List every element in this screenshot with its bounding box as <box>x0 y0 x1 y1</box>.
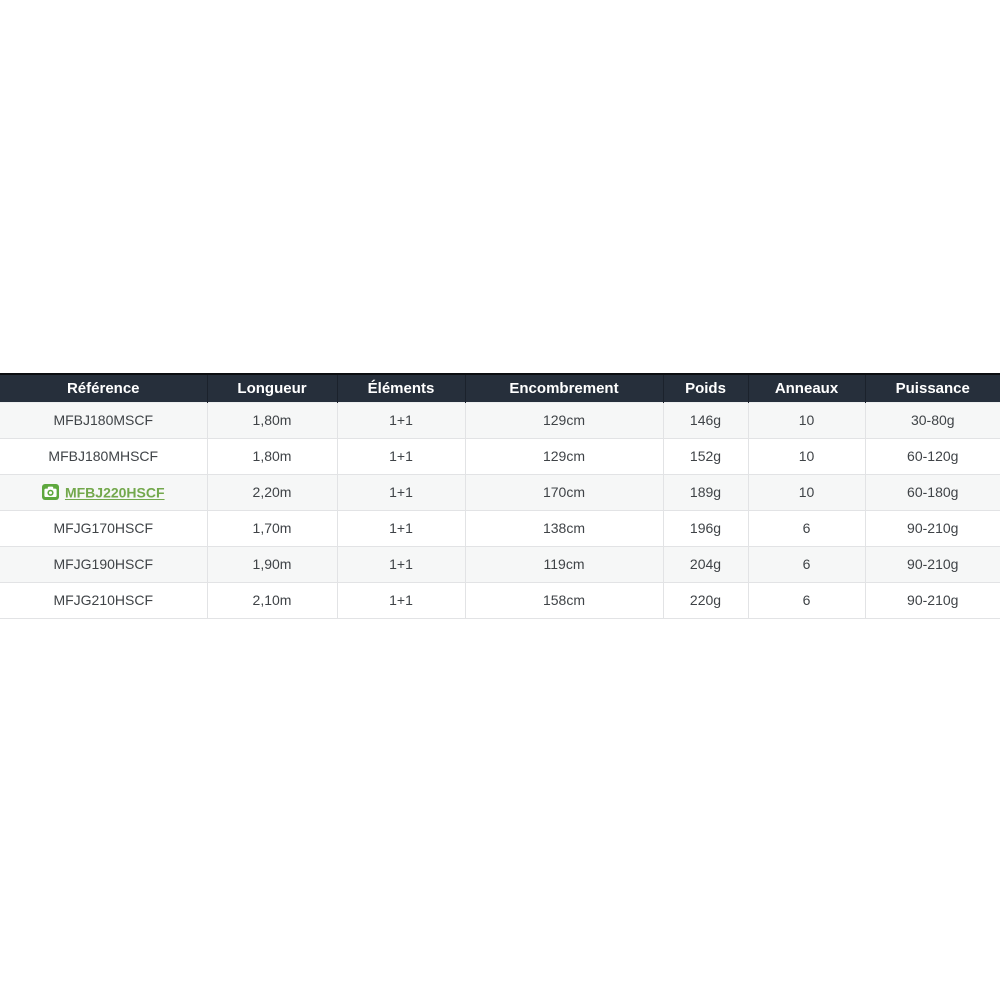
poids-cell: 204g <box>662 546 748 583</box>
puissance-cell: 90-210g <box>864 582 1000 619</box>
puissance-cell: 30-80g <box>864 401 1000 439</box>
column-header-poids: Poids <box>662 374 748 402</box>
table-row-linked: MFBJ220HSCF 2,20m 1+1 170cm 189g 10 60-1… <box>0 474 1000 511</box>
longueur-cell: 1,90m <box>206 546 337 583</box>
poids-cell: 196g <box>662 510 748 547</box>
longueur-cell: 2,10m <box>206 582 337 619</box>
encombrement-cell: 129cm <box>464 401 663 439</box>
longueur-cell: 1,80m <box>206 401 337 439</box>
table-row: MFJG210HSCF 2,10m 1+1 158cm 220g 6 90-21… <box>0 582 1000 619</box>
reference-cell: MFBJ220HSCF <box>0 474 207 511</box>
puissance-cell: 60-180g <box>864 474 1000 511</box>
anneaux-cell: 6 <box>747 582 865 619</box>
puissance-cell: 90-210g <box>864 510 1000 547</box>
anneaux-cell: 10 <box>747 438 865 475</box>
longueur-cell: 1,80m <box>206 438 337 475</box>
column-header-reference: Référence <box>0 374 207 402</box>
anneaux-cell: 10 <box>747 474 865 511</box>
encombrement-cell: 158cm <box>464 582 663 619</box>
anneaux-cell: 6 <box>747 510 865 547</box>
table-row: MFJG170HSCF 1,70m 1+1 138cm 196g 6 90-21… <box>0 510 1000 547</box>
elements-cell: 1+1 <box>336 438 465 475</box>
reference-cell: MFJG210HSCF <box>0 582 207 619</box>
reference-cell: MFJG190HSCF <box>0 546 207 583</box>
camera-icon[interactable] <box>41 483 59 500</box>
elements-cell: 1+1 <box>336 401 465 439</box>
encombrement-cell: 138cm <box>464 510 663 547</box>
table-row: MFBJ180MSCF 1,80m 1+1 129cm 146g 10 30-8… <box>0 401 1000 439</box>
puissance-cell: 90-210g <box>864 546 1000 583</box>
encombrement-cell: 129cm <box>464 438 663 475</box>
reference-cell: MFBJ180MHSCF <box>0 438 207 475</box>
product-reference-link[interactable]: MFBJ220HSCF <box>64 484 165 501</box>
poids-cell: 146g <box>662 401 748 439</box>
table-row: MFJG190HSCF 1,90m 1+1 119cm 204g 6 90-21… <box>0 546 1000 583</box>
column-header-puissance: Puissance <box>864 374 1000 402</box>
column-header-encombrement: Encombrement <box>464 374 663 402</box>
column-header-anneaux: Anneaux <box>747 374 865 402</box>
product-spec-table: Référence Longueur Éléments Encombrement… <box>0 373 1000 619</box>
encombrement-cell: 119cm <box>464 546 663 583</box>
longueur-cell: 1,70m <box>206 510 337 547</box>
reference-cell: MFJG170HSCF <box>0 510 207 547</box>
longueur-cell: 2,20m <box>206 474 337 511</box>
encombrement-cell: 170cm <box>464 474 663 511</box>
anneaux-cell: 10 <box>747 401 865 439</box>
poids-cell: 152g <box>662 438 748 475</box>
table-row: MFBJ180MHSCF 1,80m 1+1 129cm 152g 10 60-… <box>0 438 1000 475</box>
elements-cell: 1+1 <box>336 474 465 511</box>
column-header-longueur: Longueur <box>206 374 337 402</box>
poids-cell: 189g <box>662 474 748 511</box>
anneaux-cell: 6 <box>747 546 865 583</box>
table-header-row: Référence Longueur Éléments Encombrement… <box>0 374 1000 402</box>
elements-cell: 1+1 <box>336 546 465 583</box>
poids-cell: 220g <box>662 582 748 619</box>
elements-cell: 1+1 <box>336 510 465 547</box>
puissance-cell: 60-120g <box>864 438 1000 475</box>
elements-cell: 1+1 <box>336 582 465 619</box>
product-spec-table-container: Référence Longueur Éléments Encombrement… <box>0 373 1000 619</box>
column-header-elements: Éléments <box>336 374 465 402</box>
reference-cell: MFBJ180MSCF <box>0 401 207 439</box>
